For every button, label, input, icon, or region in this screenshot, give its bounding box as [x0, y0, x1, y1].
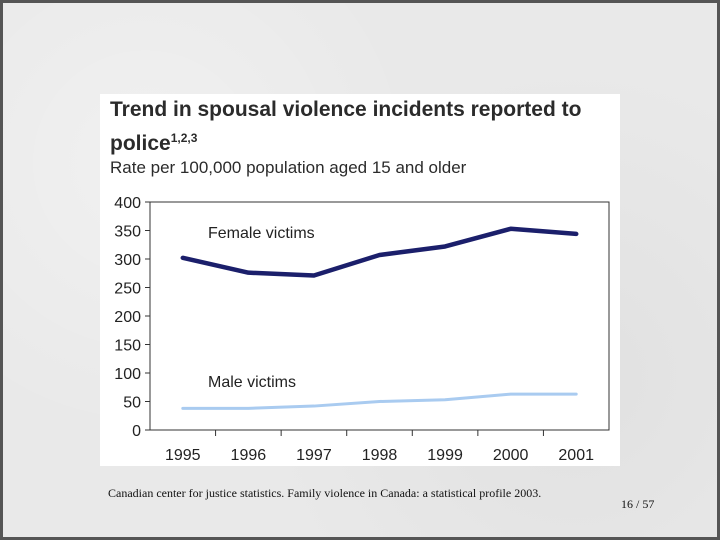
series-line-1 — [181, 392, 578, 410]
series-label: Male victims — [208, 374, 296, 391]
y-tick-label: 350 — [114, 224, 141, 241]
y-tick-label: 150 — [114, 338, 141, 355]
x-tick-label: 1995 — [165, 447, 201, 464]
x-tick-label: 1996 — [231, 447, 267, 464]
chart-card: Trend in spousal violence incidents repo… — [100, 94, 620, 466]
y-tick-label: 0 — [132, 423, 141, 440]
x-tick-label: 2000 — [493, 447, 529, 464]
x-tick-label: 1998 — [362, 447, 398, 464]
y-tick-label: 400 — [114, 195, 141, 212]
y-tick-label: 300 — [114, 252, 141, 269]
y-tick-label: 250 — [114, 281, 141, 298]
x-tick-label: 2001 — [558, 447, 594, 464]
x-tick-label: 1997 — [296, 447, 332, 464]
chart-title: Trend in spousal violence incidents repo… — [110, 96, 610, 158]
y-tick-label: 200 — [114, 309, 141, 326]
y-tick-label: 100 — [114, 366, 141, 383]
source-caption: Canadian center for justice statistics. … — [108, 486, 542, 500]
series-label: Female victims — [208, 225, 315, 242]
y-tick-label: 50 — [123, 395, 141, 412]
chart-title-footnote: 1,2,3 — [170, 131, 198, 145]
line-chart: 0 50 100 150 200 250 300 350 400 1995 1996 1997 1998… — [114, 195, 610, 464]
chart-subtitle: Rate per 100,000 population aged 15 and … — [110, 158, 467, 177]
chart-title-text: Trend in spousal violence incidents repo… — [110, 98, 582, 155]
x-tick-label: 1999 — [427, 447, 463, 464]
page-number: 16 / 57 — [621, 497, 655, 511]
